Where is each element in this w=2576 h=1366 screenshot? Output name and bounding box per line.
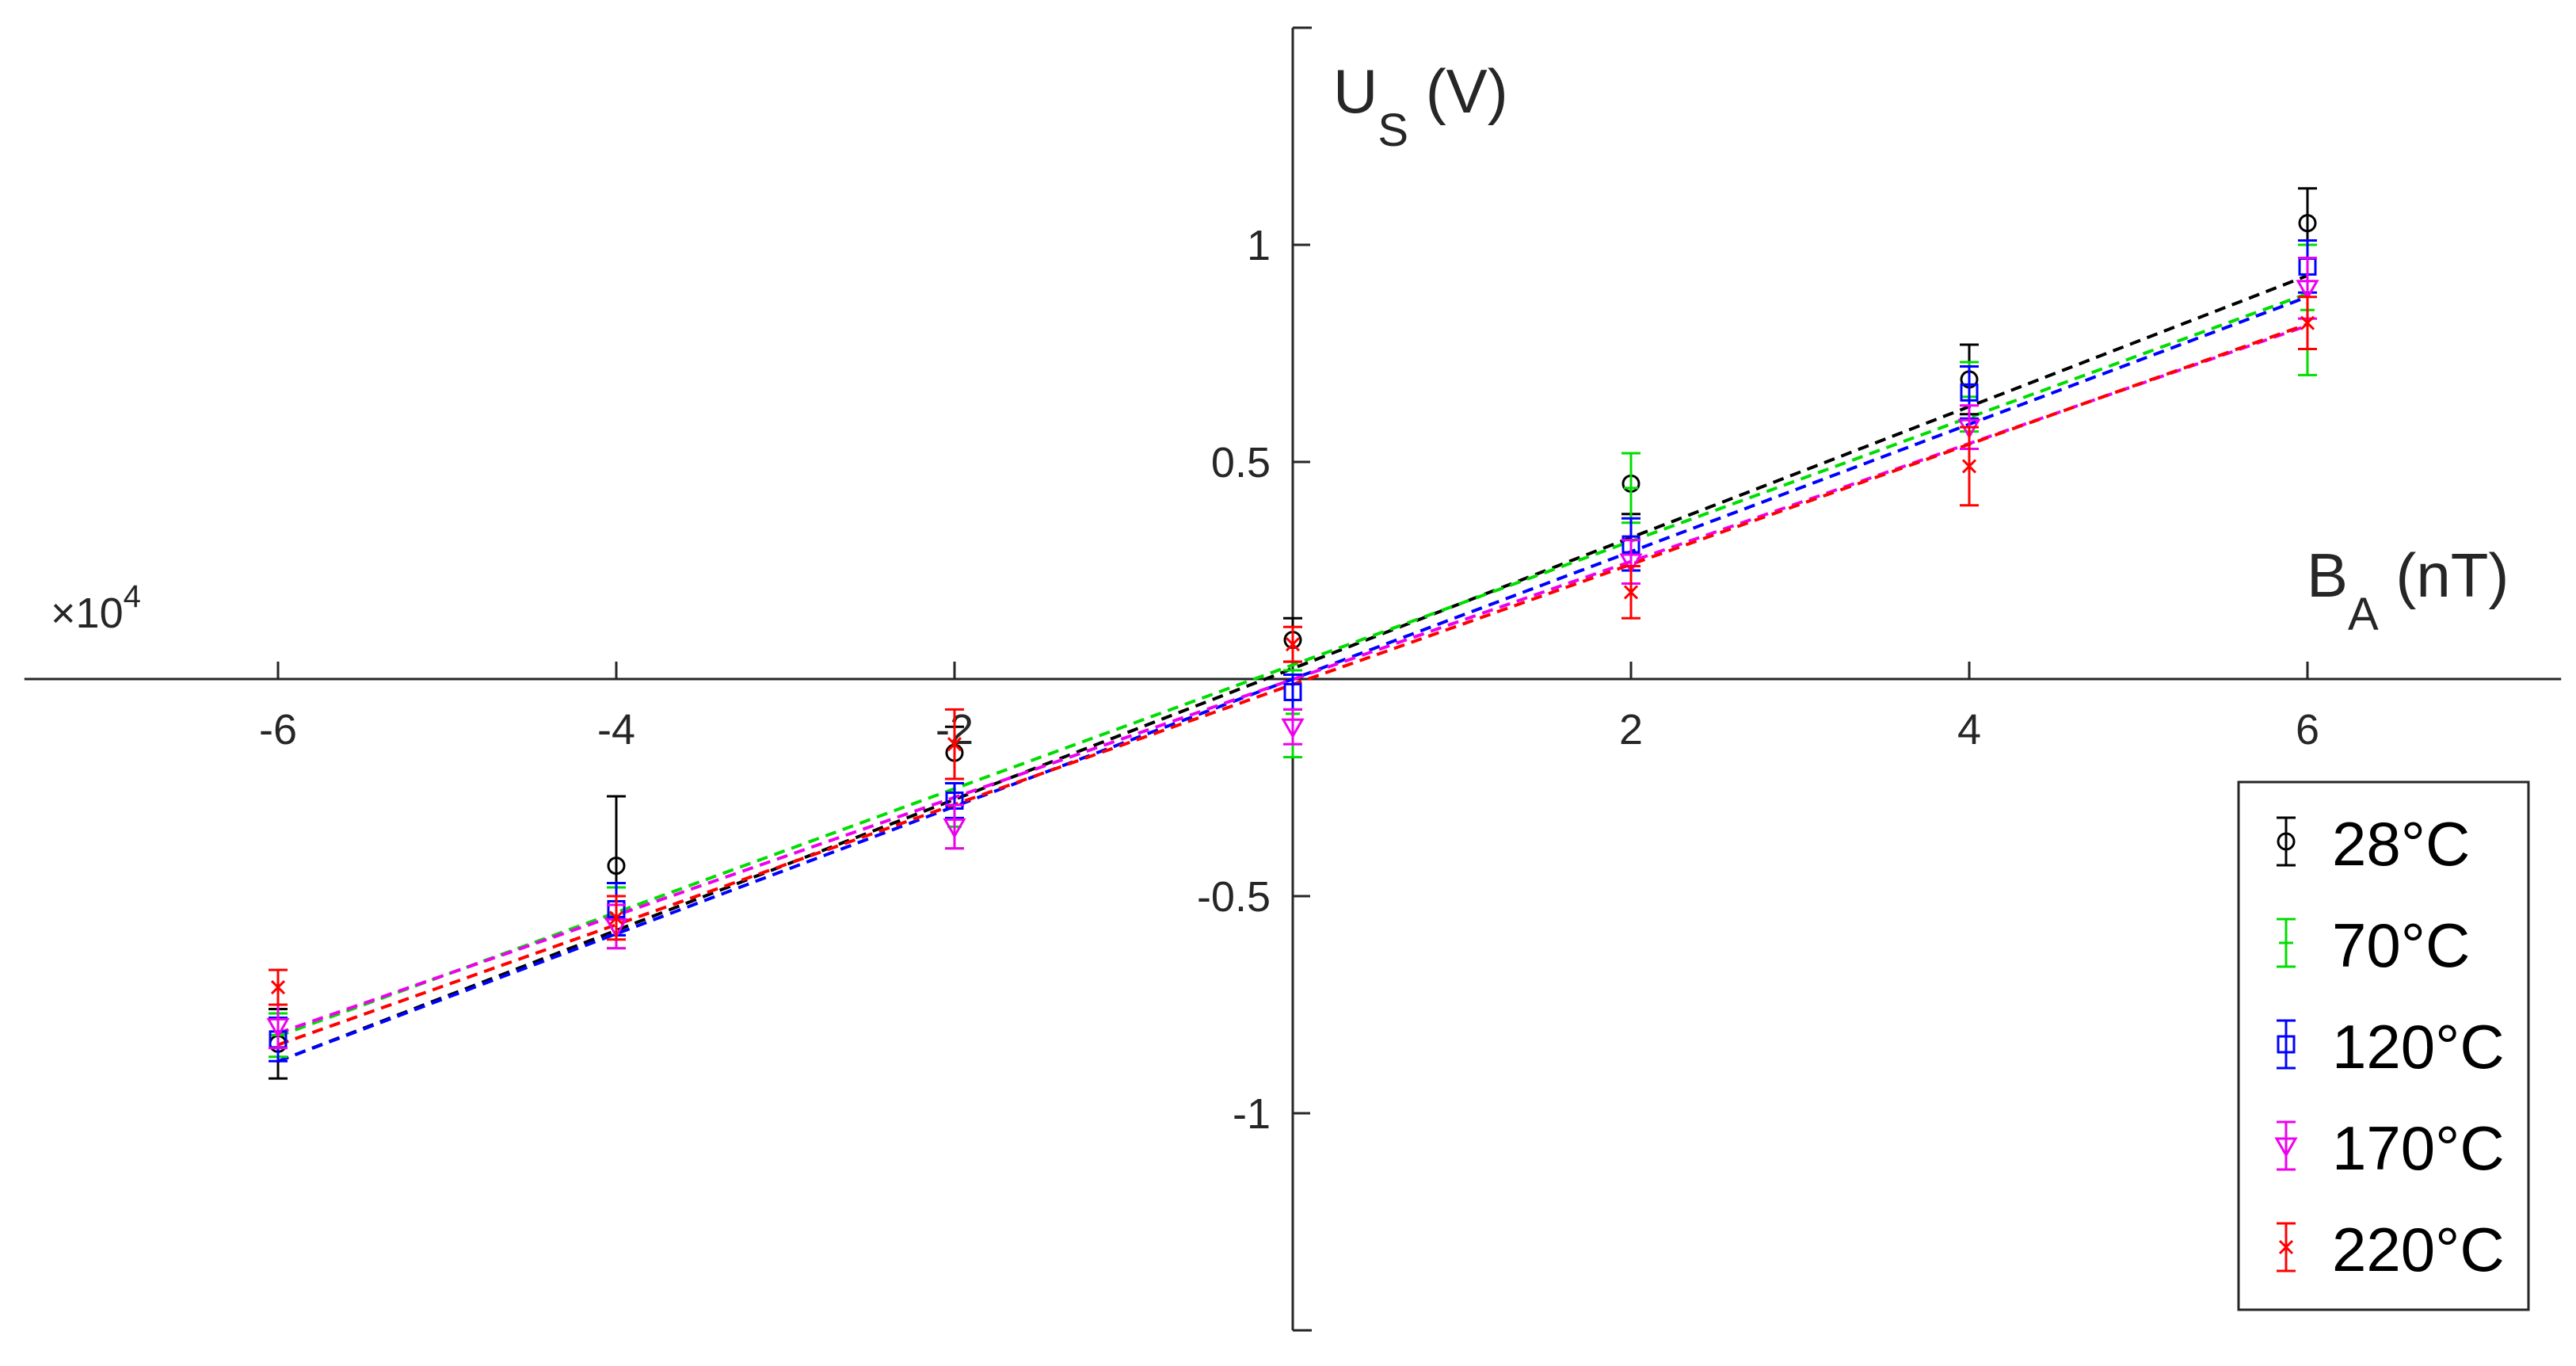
legend-symbol: [2277, 816, 2296, 867]
data-point: [2298, 214, 2317, 233]
data-point: [1623, 585, 1639, 600]
x-axis-title-unit: (nT): [2379, 540, 2509, 610]
axes: -6 -4 -2 2 4 610.5-0.5-1: [24, 26, 2562, 1332]
data-point: [607, 857, 626, 876]
legend-label: 70°C: [2332, 910, 2470, 980]
y-axis-title: US (V): [1333, 56, 1508, 156]
legend-label: 170°C: [2332, 1113, 2505, 1183]
x-tick-label: -6: [259, 706, 297, 754]
data-point: [270, 980, 286, 995]
legend-label: 28°C: [2332, 809, 2470, 879]
x-tick-label: -4: [597, 706, 635, 754]
legend-error-bar: [2277, 1019, 2296, 1070]
legend-entry-170: 170°C: [2274, 1113, 2505, 1183]
legend-label-unit: °C: [2435, 1012, 2505, 1082]
legend-marker: [2278, 1239, 2294, 1255]
legend-label-value: 120: [2332, 1012, 2435, 1082]
y-tick-label: -1: [1233, 1090, 1271, 1138]
data-point: [947, 737, 962, 752]
y-exponent-base: ×10: [51, 590, 124, 637]
y-exponent-label: ×104: [51, 579, 141, 637]
data-point: [943, 818, 966, 839]
x-tick-label: 4: [1957, 706, 1981, 754]
legend-label: 120°C: [2332, 1012, 2505, 1082]
data-point: [1961, 459, 1977, 474]
legend-error-bar: [2277, 1120, 2296, 1171]
legend-marker: [2279, 936, 2293, 950]
x-tick-label: 6: [2296, 706, 2319, 754]
data-point: [1619, 553, 1643, 574]
data-point: [1624, 480, 1638, 495]
data-point: [2300, 315, 2315, 330]
data-point: [608, 910, 624, 925]
legend-label-unit: °C: [2401, 910, 2471, 980]
data-point: [1285, 637, 1301, 652]
legend-symbol: [2277, 1222, 2296, 1273]
data-point: [1283, 682, 1302, 701]
legend-label: 220°C: [2332, 1215, 2505, 1284]
legend-symbol: [2277, 1019, 2296, 1070]
y-axis-title-unit: (V): [1408, 56, 1508, 126]
legend-entry-220: 220°C: [2277, 1215, 2505, 1284]
y-tick-label: 0.5: [1211, 439, 1271, 486]
fit-line-70: [277, 292, 2308, 1038]
data-point: [1281, 718, 1305, 739]
legend-entry-28: 28°C: [2277, 809, 2470, 879]
data-point: [2296, 280, 2319, 300]
legend-label-value: 70: [2332, 910, 2401, 980]
legend-label-unit: °C: [2401, 809, 2471, 879]
data-markers: [266, 187, 2319, 1080]
data-point: [1960, 383, 1979, 402]
legend-label-value: 28: [2332, 809, 2401, 879]
y-axis-title-main: U: [1333, 56, 1378, 126]
y-exponent-power: 4: [124, 579, 141, 614]
y-axis-title-sub: S: [1378, 105, 1408, 156]
legend-error-bar: [2277, 816, 2296, 867]
data-point: [266, 1017, 290, 1039]
legend-label-unit: °C: [2435, 1113, 2505, 1183]
x-axis-title-sub: A: [2348, 589, 2379, 640]
y-tick-label: 1: [1247, 222, 1271, 269]
legend-marker: [2274, 1137, 2298, 1158]
legend-symbol: [2274, 1120, 2298, 1171]
y-tick-label: -0.5: [1197, 873, 1271, 921]
x-axis-title-main: B: [2307, 540, 2348, 610]
legend-symbol: [2277, 918, 2296, 968]
legend-entry-120: 120°C: [2277, 1012, 2505, 1082]
legend-label-value: 170: [2332, 1113, 2435, 1183]
legend-label-unit: °C: [2435, 1215, 2505, 1284]
x-tick-label: 2: [1619, 706, 1643, 754]
legend-entry-70: 70°C: [2277, 910, 2470, 980]
legend-marker: [2277, 1035, 2296, 1054]
x-axis-title: BA (nT): [2307, 540, 2509, 640]
legend-label-value: 220: [2332, 1215, 2435, 1284]
error-bar: [945, 803, 964, 850]
series-220: [269, 296, 2317, 1006]
legend-marker: [2277, 832, 2296, 851]
